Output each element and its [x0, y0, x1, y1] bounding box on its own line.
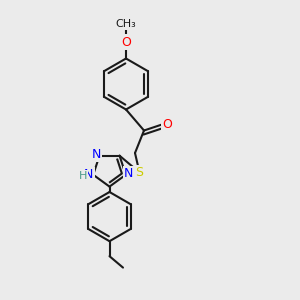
Text: N: N	[92, 148, 101, 161]
Text: N: N	[84, 168, 93, 181]
Text: H: H	[79, 171, 87, 181]
Text: N: N	[124, 167, 134, 180]
Text: O: O	[121, 35, 131, 49]
Text: CH₃: CH₃	[116, 19, 136, 29]
Text: S: S	[136, 166, 143, 179]
Text: O: O	[163, 118, 172, 131]
